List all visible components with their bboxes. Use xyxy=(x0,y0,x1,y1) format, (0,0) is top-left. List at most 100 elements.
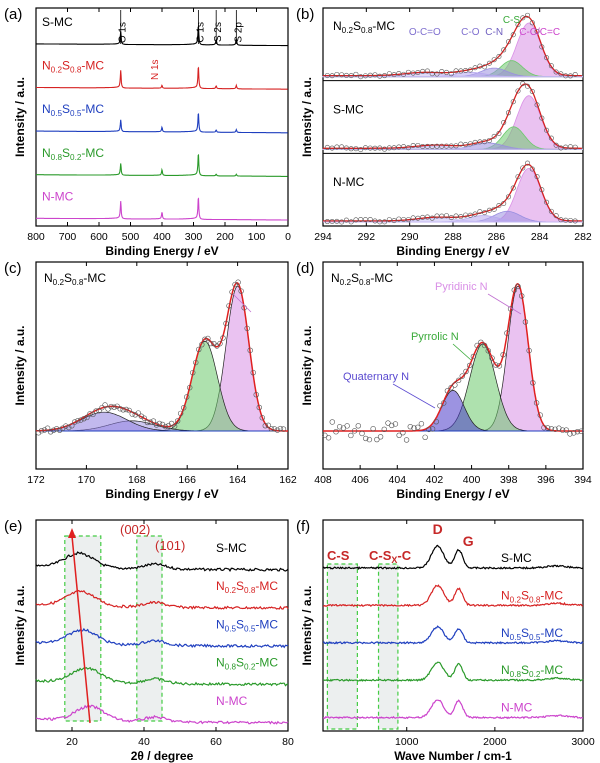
label-part: N xyxy=(501,663,510,677)
subscript: 0.8 xyxy=(361,26,373,35)
subscript: 0.5 xyxy=(244,624,256,633)
series-label: N-MC xyxy=(216,694,248,708)
label-part: N xyxy=(216,579,225,593)
data-point xyxy=(177,410,184,417)
data-point xyxy=(429,143,435,149)
data-point xyxy=(410,70,416,76)
series-label: N0.8S0.2-MC xyxy=(42,146,104,162)
data-point xyxy=(434,213,440,219)
data-point xyxy=(544,127,550,133)
data-point xyxy=(458,141,464,147)
panel-e-frame xyxy=(35,519,289,732)
data-point xyxy=(391,145,397,151)
data-point xyxy=(396,70,402,76)
component-label: C-O xyxy=(461,27,480,38)
data-point xyxy=(448,215,454,221)
panel-b-letter: (b) xyxy=(296,6,314,23)
data-point xyxy=(510,99,516,105)
data-point xyxy=(199,341,205,348)
peak-label: C 1s xyxy=(195,22,206,43)
data-point xyxy=(75,418,81,424)
annotation-arrow xyxy=(392,383,436,409)
band-label: C-SX-C xyxy=(369,548,412,565)
data-point xyxy=(482,210,488,216)
reflection-label: (101) xyxy=(155,538,185,553)
data-point xyxy=(268,426,275,432)
series-line xyxy=(35,551,289,572)
series-line xyxy=(36,113,288,134)
data-point xyxy=(486,207,492,213)
data-point xyxy=(343,72,349,78)
data-point xyxy=(567,217,573,223)
x-tick-label: 0 xyxy=(285,231,291,243)
data-point xyxy=(563,427,569,433)
x-axis-title: Binding Energy / eV xyxy=(396,244,509,258)
x-tick-label: 162 xyxy=(279,474,297,486)
panel-d-letter: (d) xyxy=(296,260,314,277)
data-point xyxy=(144,419,151,426)
x-tick-label: 80 xyxy=(282,736,294,748)
data-point xyxy=(343,217,349,223)
data-point xyxy=(452,382,458,388)
data-point xyxy=(544,199,550,205)
x-tick-label: 394 xyxy=(574,474,592,486)
annotation-arrow xyxy=(452,343,472,361)
series-label: N0.5S0.5-MC xyxy=(216,617,278,633)
data-point xyxy=(339,219,345,225)
data-point xyxy=(63,423,69,429)
subscript: 0.8 xyxy=(70,66,82,75)
label-part: N xyxy=(331,271,340,285)
data-point xyxy=(500,352,506,358)
component-peak xyxy=(323,217,583,223)
data-point xyxy=(226,303,232,309)
x-tick-label: 164 xyxy=(229,474,247,486)
label-part: -MC xyxy=(540,663,563,677)
data-point xyxy=(187,384,193,391)
subscript: 0.5 xyxy=(51,109,63,118)
data-point xyxy=(351,428,358,434)
x-tick-label: 404 xyxy=(389,474,407,486)
data-point xyxy=(329,145,335,151)
data-point xyxy=(41,427,48,433)
data-point xyxy=(196,346,202,353)
subscript: 0.8 xyxy=(244,586,256,595)
data-point xyxy=(334,144,340,150)
data-point xyxy=(459,373,465,379)
data-point xyxy=(477,63,483,69)
data-point xyxy=(238,288,244,294)
panel-f-x-axis: 1000 2000 3000 Wave Number / cm-1 xyxy=(394,520,595,763)
x-tick-label: 400 xyxy=(463,474,481,486)
data-point xyxy=(482,139,488,145)
data-point xyxy=(510,185,516,191)
data-point xyxy=(553,69,559,75)
panel-d-x-axis: 408 406 404 402 400 398 396 394 Binding Energy /… xyxy=(314,262,592,501)
data-point xyxy=(396,216,402,222)
peak-label: O 1s xyxy=(118,22,129,43)
data-point xyxy=(337,424,343,430)
panel-a-y-axis-title: Intensity / a.u. xyxy=(13,77,27,157)
data-point xyxy=(401,71,407,77)
data-point xyxy=(366,436,373,443)
label-part: N xyxy=(42,59,51,73)
data-point xyxy=(418,421,425,427)
data-point xyxy=(571,430,577,436)
data-point xyxy=(180,405,187,411)
subscript: 0.8 xyxy=(359,278,371,287)
data-point xyxy=(539,115,545,121)
annotation: Pyrrolic N xyxy=(411,331,459,343)
data-point xyxy=(348,219,354,225)
label-part: -MC xyxy=(370,271,393,285)
x-tick-label: 400 xyxy=(153,231,171,243)
annotation: Quaternary N xyxy=(343,371,409,383)
data-point xyxy=(477,139,483,145)
data-point xyxy=(202,336,208,343)
series-label: N0.5S0.5-MC xyxy=(501,626,563,642)
data-point xyxy=(458,214,464,220)
data-point xyxy=(129,411,135,417)
data-point xyxy=(544,55,550,61)
data-point xyxy=(529,166,535,172)
data-point xyxy=(545,425,551,431)
label-part: S xyxy=(62,102,70,116)
x-tick-label: 408 xyxy=(314,474,332,486)
subscript: 0.5 xyxy=(70,109,82,118)
